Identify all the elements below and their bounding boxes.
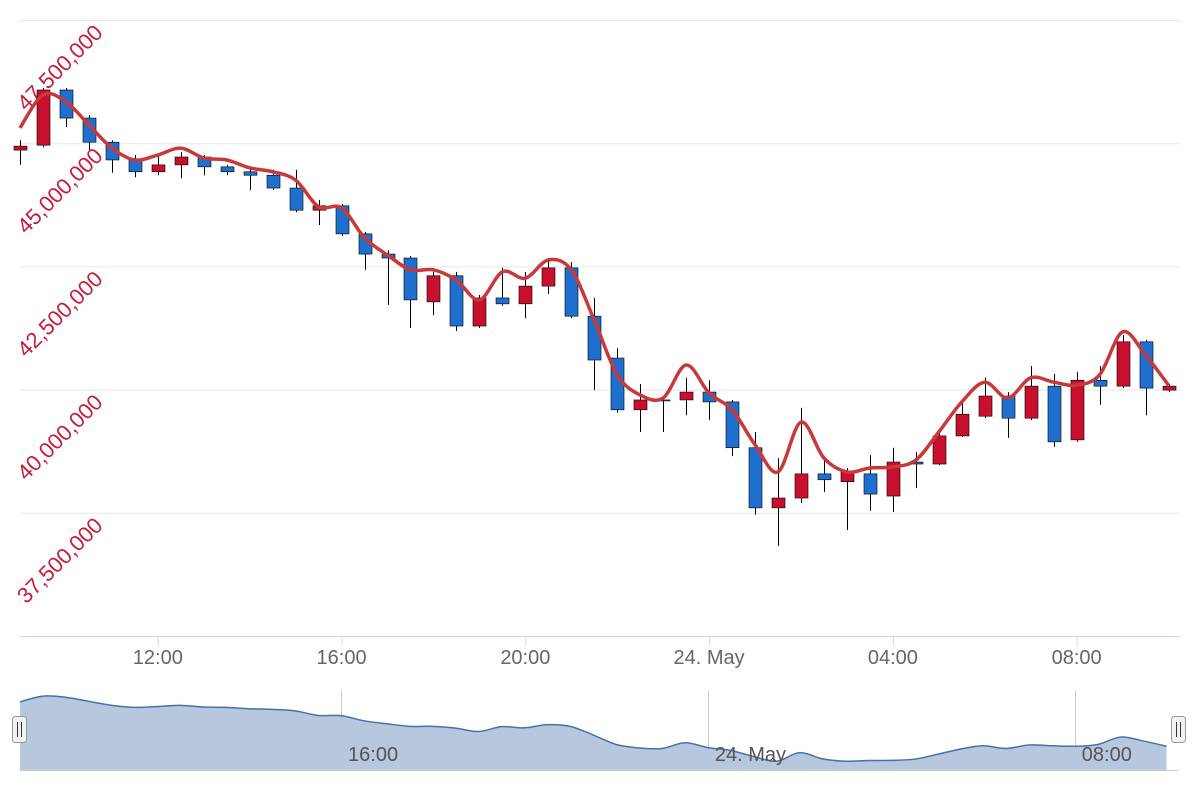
candle-body [1070,379,1085,441]
candle-body [151,164,166,173]
candle-body [817,473,832,481]
y-tick-label: 40,000,000 [12,389,108,485]
candles [13,88,1177,546]
handle[interactable] [12,716,27,743]
candle-body [932,435,947,465]
candle-body [771,497,786,509]
x-tick-label: 20:00 [500,647,550,669]
candle-body [1093,379,1108,387]
spline-line [18,91,1170,474]
navigator-handle-left[interactable] [12,716,27,743]
y-tick-label: 45,000,000 [12,143,108,239]
candle-body [748,447,763,509]
x-tick-label: 12:00 [133,647,183,669]
y-tick-label: 37,500,000 [12,513,108,609]
candle-body [1024,385,1039,419]
candle-body [266,174,281,189]
x-tick-label: 08:00 [1052,647,1102,669]
candle-body [794,473,809,499]
candle-body [13,145,28,151]
navigator-tick-label: 16:00 [348,744,398,766]
candle-body [955,413,970,437]
candle-body [863,473,878,495]
candle-body [472,297,487,327]
candle-body [220,166,235,173]
candle-body [174,156,189,166]
navigator-tick-label: 24. May [715,744,786,766]
candle-body [403,257,418,301]
candle-body [449,275,464,327]
navigator-tick-label: 08:00 [1082,744,1132,766]
navigator: 16:00 24. May 08:00 [19,690,1167,770]
candle-body [633,399,648,411]
handle[interactable] [1171,716,1186,743]
candle-body [518,285,533,305]
candle-body [289,187,304,211]
x-tick-label: 16:00 [317,647,367,669]
navigator-line [19,695,1167,763]
candle-body [541,267,556,287]
x-tick-label: 24. May [674,647,745,669]
candle-body [1116,341,1131,387]
candle-body [36,89,51,146]
navigator-handle-right[interactable] [1171,716,1186,743]
candle-body [495,297,510,305]
y-tick-label: 42,500,000 [12,266,108,362]
navigator-area [20,695,1167,770]
x-tick-label: 04:00 [868,647,918,669]
candle-body [1162,385,1177,391]
candle-body [1047,385,1062,443]
candle-body [243,171,258,176]
candle-body [426,275,441,303]
candle-body [978,395,993,417]
candle-body [886,461,901,497]
candle-body [679,391,694,401]
